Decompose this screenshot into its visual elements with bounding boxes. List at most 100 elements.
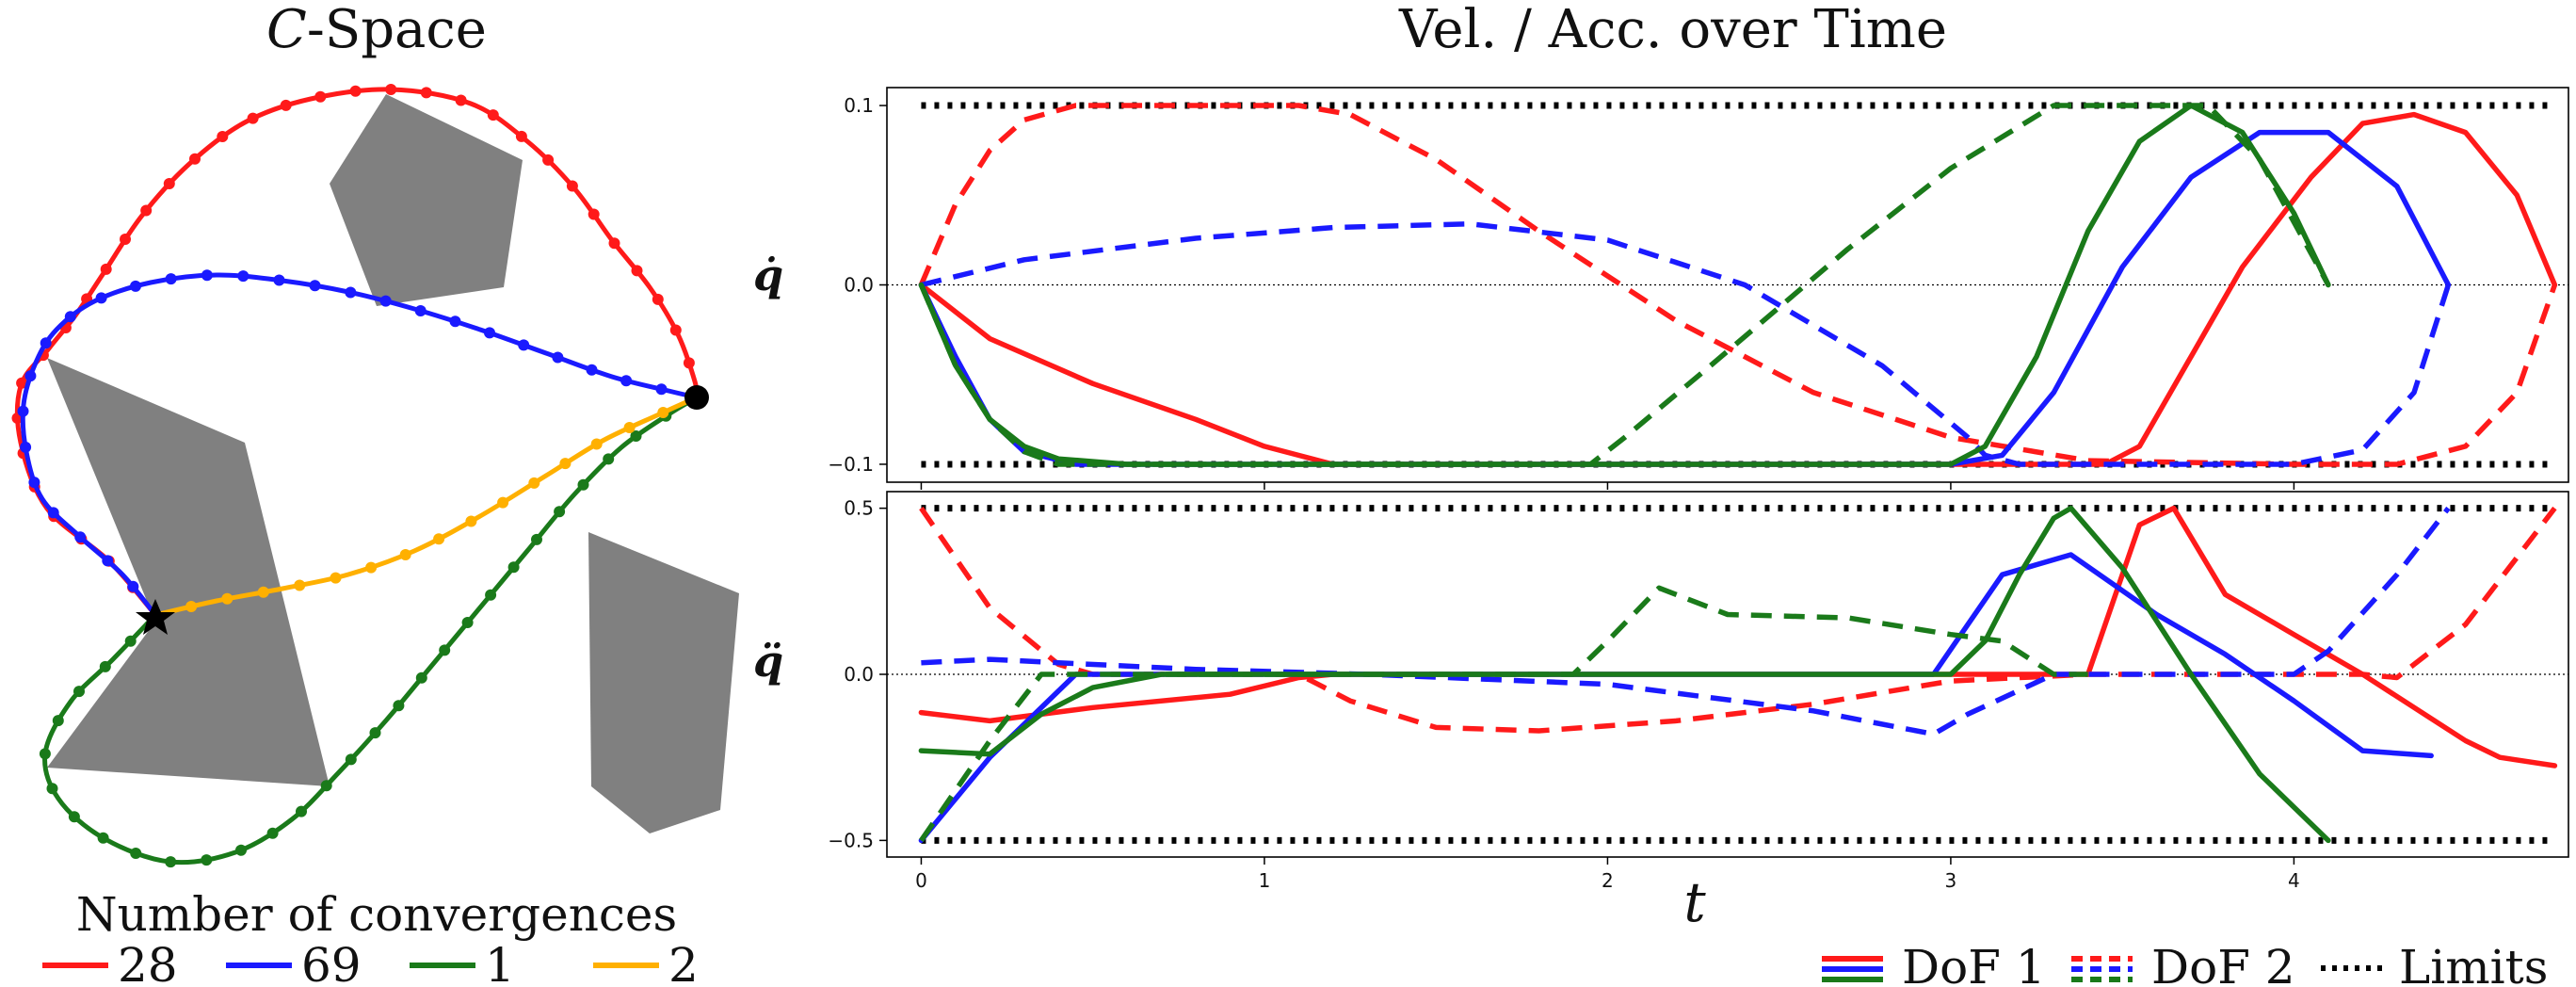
acceleration-ytick-label: 0.5 [844,497,874,520]
acceleration-ylabel: q̈ [753,636,783,687]
cspace-waypoint-red [683,357,695,369]
acceleration-series-green-dof2 [919,585,2088,842]
cspace-waypoint-blue [379,295,392,307]
acceleration-series-blue-dof2 [921,506,2451,737]
legend-dof1-label: DoF 1 [1902,940,2046,987]
cspace-waypoint-green [52,715,64,727]
acceleration-series-red-dof1 [918,505,2558,769]
cspace-waypoint-blue [620,375,633,387]
cspace-waypoint-orange [221,592,233,605]
legend-label-28: 28 [118,938,178,987]
cspace-waypoint-green [39,748,51,760]
cspace-waypoint-blue [20,441,32,453]
cspace-waypoint-blue [40,337,52,349]
cspace-waypoint-green [603,453,615,465]
cspace-paths [11,84,702,868]
cspace-waypoint-blue [237,270,250,283]
cspace-waypoint-red [588,208,600,220]
cspace-waypoint-red [669,324,682,336]
velocity-series-blue-dof2 [920,220,2452,467]
cspace-waypoint-green [235,844,247,856]
cspace-waypoint-red [314,90,327,103]
cspace-waypoint-blue [655,383,668,396]
cspace-panel: C-Space Number of convergences 28 69 1 2 [11,0,739,987]
cspace-waypoint-green [68,811,80,823]
cspace-waypoint-green [266,827,279,839]
cspace-waypoint-blue [102,555,114,567]
velocity-ytick-label: 0.0 [844,274,874,297]
cspace-waypoint-red [217,131,229,142]
timeseries-panel: Vel. / Acc. over Time 0.1 0.0 −0.1 0.5 0.0 −… [753,0,2569,987]
xtick-label: 1 [1259,869,1271,892]
goal-dot-marker [684,385,709,410]
xtick-label: 3 [1945,869,1957,892]
acceleration-series-green-dof1 [918,505,2331,844]
cspace-waypoint-red [515,130,527,142]
cspace-waypoint-red [420,87,432,99]
cspace-waypoint-blue [552,351,564,364]
xtick-label: 4 [2288,869,2300,892]
velocity-series-red-dof2 [918,103,2557,467]
cspace-waypoint-orange [399,549,411,560]
cspace-waypoint-blue [130,280,141,292]
cspace-waypoint-green [531,533,542,545]
cspace-waypoint-green [296,805,307,817]
cspace-waypoint-orange [559,458,572,470]
xtick-label: 2 [1602,869,1614,892]
cspace-waypoint-green [99,660,111,672]
start-star-marker [136,599,175,635]
cspace-waypoint-red [608,237,620,250]
cspace-title-script: C [266,0,307,60]
cspace-waypoint-green [320,780,332,792]
cspace-waypoint-red [189,153,201,165]
legend-label-2: 2 [668,938,699,987]
obstacle-kite [47,358,330,786]
cspace-waypoint-blue [64,311,76,323]
cspace-waypoint-red [652,293,664,305]
cspace-waypoint-orange [257,586,269,598]
cspace-waypoint-blue [518,339,530,351]
velocity-ytick-label: 0.1 [844,94,874,117]
obstacle-pentagon [330,94,523,306]
acceleration-series-blue-dof1 [918,552,2434,844]
cspace-waypoint-red [487,109,499,121]
cspace-waypoint-blue [95,292,107,304]
cspace-waypoint-green [554,506,566,518]
acceleration-ytick-label: −0.5 [828,829,874,851]
cspace-waypoint-orange [465,515,477,527]
cspace-waypoint-green [345,753,357,766]
timeseries-title: Vel. / Acc. over Time [1398,0,1947,60]
cspace-waypoint-orange [623,422,636,433]
obstacle-quad [588,532,739,833]
cspace-waypoint-green [415,671,427,684]
cspace-waypoint-blue [414,305,427,316]
cspace-waypoint-red [280,99,292,111]
cspace-waypoint-orange [528,477,540,489]
xtick-label: 0 [915,869,927,892]
cspace-waypoint-green [130,848,142,859]
cspace-waypoint-green [439,644,451,656]
cspace-title: C-Space [266,0,487,60]
cspace-waypoint-blue [449,316,461,328]
velocity-frame [886,87,2569,483]
cspace-waypoint-green [165,856,177,868]
cspace-title-rest: -Space [307,0,487,60]
cspace-waypoint-red [247,112,259,124]
cspace-waypoint-blue [273,274,285,286]
cspace-waypoint-blue [165,273,177,285]
cspace-waypoint-blue [28,477,40,489]
acceleration-ytick-label: 0.0 [844,663,874,686]
cspace-waypoint-green [201,854,213,866]
velocity-series-red-dof1 [918,111,2558,467]
cspace-waypoint-green [630,430,642,442]
velocity-series-green-dof2 [918,103,2331,467]
cspace-path-red [14,87,700,617]
cspace-waypoint-blue [586,364,598,376]
cspace-waypoint-green [46,783,58,795]
velocity-ytick-label: −0.1 [828,453,874,476]
cspace-legend: 28 69 1 2 [42,938,699,987]
cspace-waypoint-green [369,727,381,739]
cspace-waypoint-orange [330,572,342,584]
cspace-waypoint-green [507,561,520,574]
